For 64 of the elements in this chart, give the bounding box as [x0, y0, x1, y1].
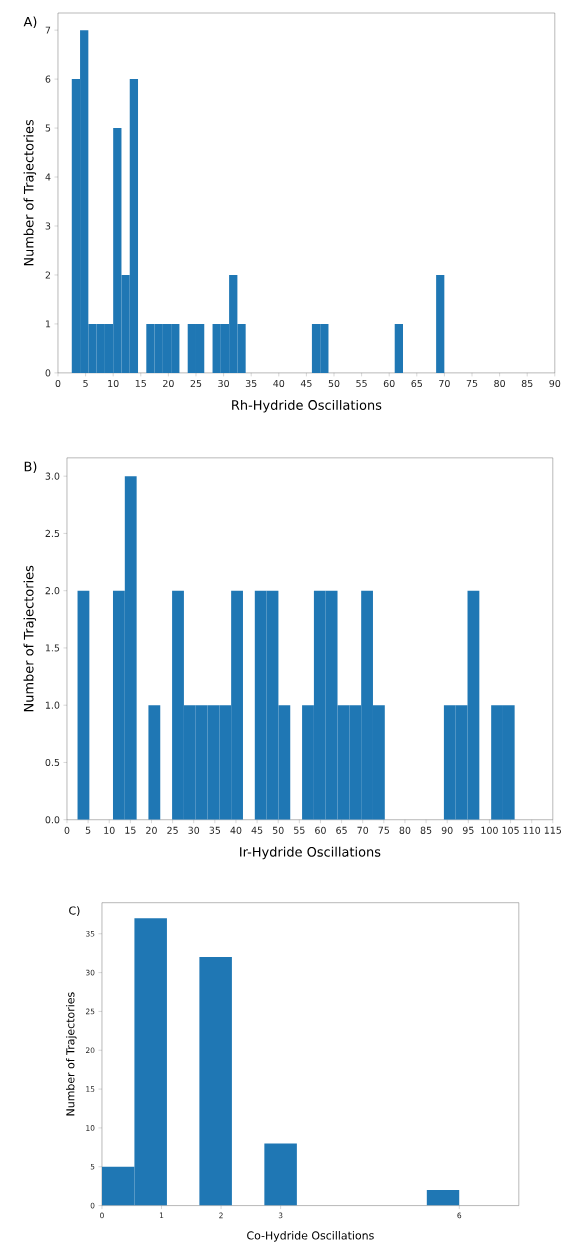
y-tick-label: 6: [45, 75, 51, 83]
x-tick-label: 0: [64, 826, 70, 834]
x-tick-label: 70: [439, 379, 450, 388]
chart-title: C): [69, 906, 80, 916]
y-tick-label: 0: [45, 369, 51, 377]
x-tick-label: 100: [481, 826, 498, 834]
x-tick-label: 20: [146, 826, 157, 834]
y-axis-title: Number of Trajectories: [23, 565, 37, 712]
x-tick-label: 60: [315, 826, 326, 834]
x-axis-title: Rh-Hydride Oscillations: [232, 399, 382, 413]
x-tick-label: 60: [383, 379, 395, 388]
y-tick-label: 2: [45, 271, 51, 279]
x-tick-label: 80: [399, 826, 411, 834]
y-tick-label: 1: [46, 320, 51, 328]
y-tick-label: 0.0: [45, 816, 60, 824]
x-tick-label: 45: [300, 379, 312, 387]
y-tick-label: 3: [45, 222, 51, 230]
y-tick-label: 2.5: [45, 529, 60, 538]
y-tick-label: 7: [45, 26, 51, 34]
x-tick-label: 40: [230, 826, 242, 834]
y-tick-label: 0.5: [45, 758, 60, 767]
x-tick-label: 15: [135, 379, 147, 387]
x-tick-label: 75: [466, 379, 478, 387]
x-tick-label: 45: [251, 826, 263, 834]
x-tick-label: 10: [108, 379, 119, 388]
chart-title: B): [24, 461, 37, 473]
x-tick-label: 70: [357, 826, 369, 834]
x-tick-label: 95: [462, 826, 474, 834]
x-tick-label: 85: [420, 826, 432, 834]
x-tick-label: 75: [378, 826, 390, 834]
x-tick-label: 35: [209, 826, 221, 834]
x-tick-label: 90: [549, 379, 561, 388]
x-tick-label: 105: [502, 826, 519, 834]
x-tick-label: 25: [190, 379, 202, 388]
x-axis-title: Ir-Hydride Oscillations: [240, 846, 381, 860]
y-tick-label: 4: [45, 173, 51, 181]
y-axis-title: Number of Trajectories: [66, 992, 77, 1116]
y-tick-label: 1.0: [46, 701, 60, 709]
y-tick-label: 1.5: [46, 644, 60, 652]
x-tick-label: 35: [245, 379, 257, 388]
y-tick-label: 2.0: [45, 587, 60, 595]
x-tick-label: 90: [441, 826, 453, 834]
y-axis-title: Number of Trajectories: [23, 119, 37, 266]
x-tick-label: 115: [544, 826, 562, 834]
x-tick-label: 80: [494, 379, 506, 388]
y-tick-label: 5: [45, 124, 51, 132]
x-tick-label: 85: [521, 379, 533, 388]
x-tick-label: 55: [356, 379, 367, 387]
y-tick-label: 3.0: [45, 472, 60, 480]
x-tick-label: 65: [411, 379, 423, 388]
x-tick-label: 50: [273, 826, 284, 834]
x-tick-label: 30: [188, 826, 200, 834]
x-tick-label: 65: [336, 826, 347, 834]
x-tick-label: 40: [273, 379, 285, 388]
x-tick-label: 110: [523, 826, 541, 834]
x-tick-label: 55: [294, 826, 305, 834]
x-axis-title: Co-Hydride Oscillations: [247, 1231, 374, 1242]
x-tick-label: 50: [328, 379, 340, 388]
x-tick-label: 25: [167, 826, 178, 834]
x-tick-label: 15: [125, 826, 136, 834]
chart-title: A): [23, 16, 37, 29]
x-tick-label: 10: [104, 826, 115, 834]
x-tick-label: 20: [163, 379, 174, 388]
x-tick-label: 30: [218, 379, 230, 388]
